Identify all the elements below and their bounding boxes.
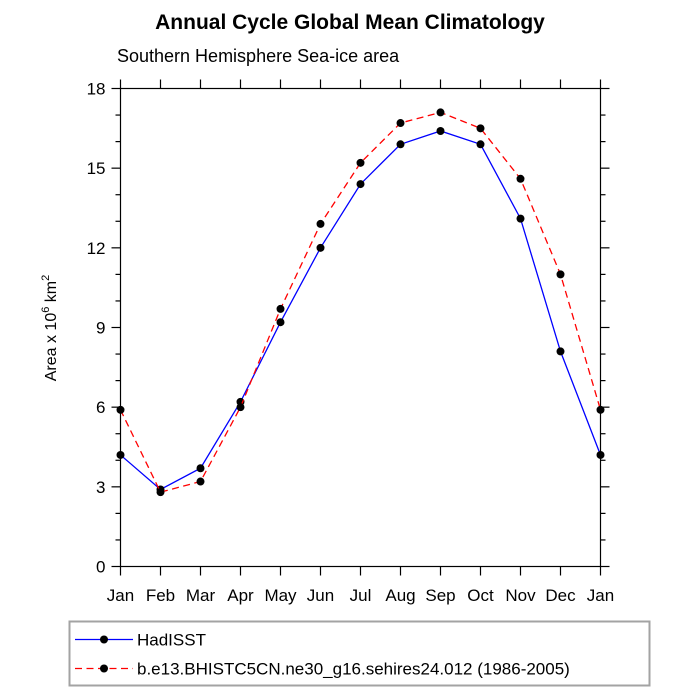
series-1-marker <box>116 405 125 414</box>
x-tick-label: Jan <box>587 586 614 605</box>
series-1-marker <box>196 477 205 486</box>
x-tick-label: Mar <box>186 586 216 605</box>
y-tick-label: 6 <box>96 398 105 417</box>
x-tick-label: Aug <box>385 586 415 605</box>
series-0-marker <box>596 450 605 459</box>
legend-box <box>68 620 651 687</box>
y-tick-label: 3 <box>96 478 105 497</box>
series-1-marker <box>356 158 365 167</box>
series-0-marker <box>116 450 125 459</box>
x-tick-label: Jun <box>307 586 334 605</box>
series-1-marker <box>156 488 165 497</box>
series-0-marker <box>436 126 445 135</box>
x-tick-label: Jan <box>107 586 134 605</box>
series-1-marker <box>396 119 405 128</box>
series-0-marker <box>196 464 205 473</box>
y-tick-label: 18 <box>87 80 106 99</box>
chart-title: Annual Cycle Global Mean Climatology <box>155 11 545 34</box>
legend-label-0: HadISST <box>137 631 206 650</box>
series-1-marker <box>316 219 325 228</box>
series-1-marker <box>436 108 445 117</box>
x-tick-label: Feb <box>146 586 175 605</box>
series-1-marker <box>276 304 285 313</box>
x-tick-label: Apr <box>227 586 254 605</box>
series-line-1 <box>119 111 602 493</box>
x-tick-label: Nov <box>505 586 536 605</box>
series-0-marker <box>356 180 365 189</box>
y-axis-label: Area x 106 km2 <box>40 275 60 382</box>
series-1-marker <box>556 270 565 279</box>
series-0-marker <box>556 347 565 356</box>
legend-label-1: b.e13.BHISTC5CN.ne30_g16.sehires24.012 (… <box>137 660 570 679</box>
x-tick-label: May <box>264 586 297 605</box>
y-tick-label: 12 <box>87 239 106 258</box>
series-0-marker <box>276 318 285 327</box>
series-1-marker <box>476 124 485 133</box>
series-0-marker <box>316 243 325 252</box>
x-tick-label: Sep <box>425 586 455 605</box>
y-tick-label: 9 <box>96 319 105 338</box>
series-1-marker <box>596 405 605 414</box>
series-1-marker <box>236 403 245 412</box>
series-0-marker <box>396 140 405 149</box>
series-0-marker <box>476 140 485 149</box>
legend-marker-0 <box>100 635 108 644</box>
series-1-marker <box>516 174 525 183</box>
legend-marker-1 <box>100 664 108 673</box>
series-0-marker <box>516 214 525 223</box>
chart-subtitle: Southern Hemisphere Sea-ice area <box>117 46 400 66</box>
y-tick-label: 0 <box>96 558 105 577</box>
x-tick-label: Dec <box>545 586 576 605</box>
y-tick-label: 15 <box>87 159 106 178</box>
x-tick-label: Jul <box>350 586 372 605</box>
x-tick-label: Oct <box>467 586 494 605</box>
